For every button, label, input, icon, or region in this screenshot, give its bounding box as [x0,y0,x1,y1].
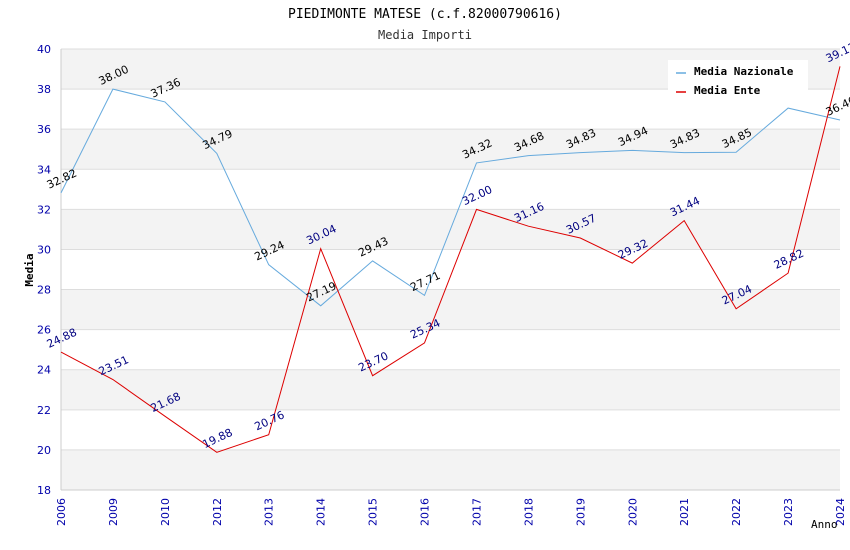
x-tick-label: 2015 [367,498,380,526]
x-tick-label: 2023 [782,498,795,526]
y-tick-label: 38 [37,83,51,96]
legend: Media Nazionale Media Ente [668,60,808,102]
y-tick-label: 34 [37,163,51,176]
x-tick-label: 2019 [574,498,587,526]
y-tick-labels: 18 20 22 24 26 28 30 32 34 36 38 40 [37,43,51,497]
x-tick-label: 2006 [55,498,68,526]
y-tick-label: 22 [37,404,51,417]
y-tick-label: 32 [37,203,51,216]
x-tick-label: 2013 [263,498,276,526]
grid-band [61,449,840,490]
data-label-media-ente: 39.13 [824,40,850,65]
grid-band [61,129,840,170]
x-tick-label: 2009 [107,498,120,526]
legend-label-media-ente: Media Ente [694,84,761,97]
x-tick-label: 2014 [315,498,328,526]
x-tick-labels: 2006 2009 2010 2012 2013 2014 2015 2016 2017 2018… [55,498,847,526]
grid-band [61,369,840,410]
series-lines [60,66,841,453]
y-tick-label: 18 [37,484,51,497]
x-tick-label: 2021 [678,498,691,526]
x-tick-label: 2020 [626,498,639,526]
series-line-media-ente [60,66,841,453]
chart-subtitle: Media Importi [378,28,472,42]
x-tick-label: 2024 [834,498,847,526]
y-tick-label: 36 [37,123,51,136]
y-tick-label: 20 [37,444,51,457]
x-tick-label: 2022 [730,498,743,526]
legend-box [668,60,808,102]
y-tick-label: 30 [37,243,51,256]
grid-band [61,289,840,330]
x-tick-label: 2016 [419,498,432,526]
x-axis-label: Anno [811,518,838,531]
x-tick-label: 2018 [522,498,535,526]
data-label-media-ente: 20.76 [253,408,287,433]
series-line-media-nazionale [60,88,841,307]
y-tick-label: 24 [37,364,51,377]
x-tick-label: 2017 [470,498,483,526]
x-tick-label: 2010 [159,498,172,526]
y-tick-label: 40 [37,43,51,56]
y-axis-label: Media [23,253,36,286]
data-label-media-ente: 32.00 [460,183,494,208]
x-tick-label: 2012 [211,498,224,526]
data-label-media-ente: 19.88 [201,426,235,451]
chart-title: PIEDIMONTE MATESE (c.f.82000790616) [288,7,562,22]
y-tick-label: 28 [37,284,51,297]
legend-label-media-nazionale: Media Nazionale [694,65,794,78]
data-label-media-nazionale: 36.46 [824,94,850,119]
y-tick-label: 26 [37,324,51,337]
